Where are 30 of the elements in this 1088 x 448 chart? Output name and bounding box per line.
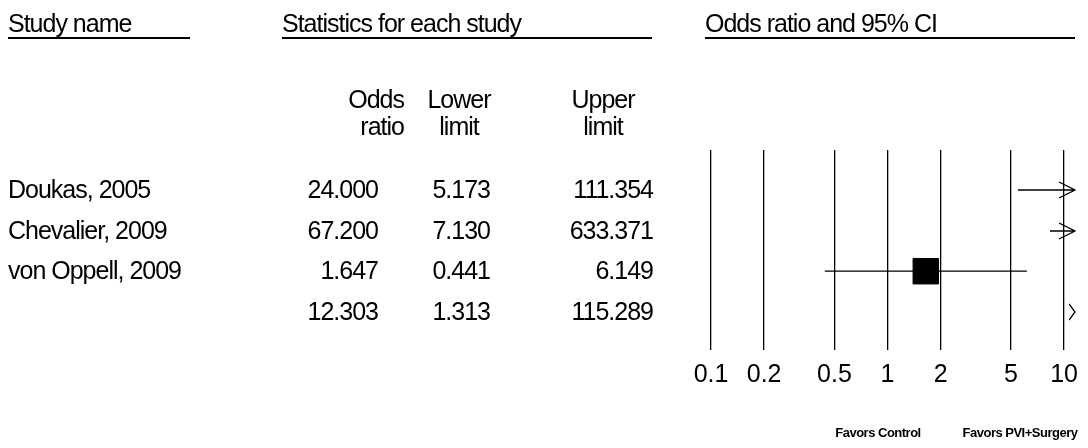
x-tick-label: 2 bbox=[933, 358, 948, 387]
text: 24.000 bbox=[306, 175, 378, 203]
text: 115.289 bbox=[570, 297, 653, 325]
text: Upper limit bbox=[570, 85, 637, 140]
text: Lower limit bbox=[427, 85, 491, 140]
text: 67.200 bbox=[306, 216, 378, 244]
chart-title: Odds ratio and 95% CI bbox=[705, 9, 1075, 39]
text: Doukas, 2005 bbox=[8, 175, 151, 203]
x-tick-label: 0.2 bbox=[746, 358, 782, 387]
x-tick-label: 5 bbox=[1004, 358, 1018, 387]
text: Study name bbox=[8, 9, 190, 39]
text: 6.149 bbox=[594, 256, 653, 284]
text: 7.130 bbox=[432, 216, 490, 244]
text: Favors Control bbox=[835, 425, 921, 440]
text: Chevalier, 2009 bbox=[8, 216, 167, 244]
text: 5.173 bbox=[432, 175, 490, 203]
x-tick-label: 1 bbox=[880, 358, 895, 387]
text: 1.647 bbox=[319, 256, 378, 284]
text: Statistics for each study bbox=[282, 9, 652, 39]
text: 12.303 bbox=[306, 297, 378, 325]
text: von Oppell, 2009 bbox=[8, 256, 182, 284]
text: 0.441 bbox=[432, 256, 490, 284]
x-tick-label: 10 bbox=[1050, 358, 1078, 387]
text: 633.371 bbox=[568, 216, 653, 244]
text: Odds ratio bbox=[347, 85, 404, 140]
text: Favors PVI+Surgery bbox=[962, 425, 1078, 440]
text: 111.354 bbox=[572, 175, 653, 203]
x-tick-label: 0.5 bbox=[817, 358, 852, 387]
x-tick-label: 0.1 bbox=[693, 358, 729, 387]
text: 1.313 bbox=[432, 297, 490, 325]
